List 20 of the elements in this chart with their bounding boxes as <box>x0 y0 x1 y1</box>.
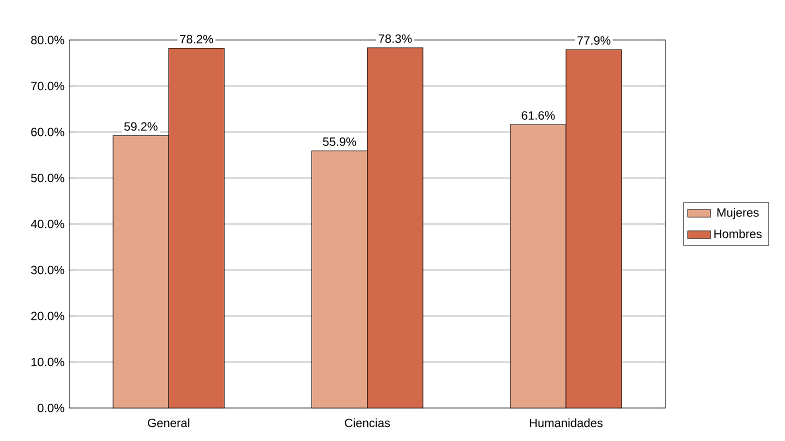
data-label: 55.9% <box>322 137 356 146</box>
data-label: 78.3% <box>378 34 412 43</box>
y-tick-label: 80.0% <box>31 36 64 44</box>
x-tick-label: Humanidades <box>530 418 603 428</box>
y-tick-label: 10.0% <box>32 358 64 366</box>
y-tick-label: 60.0% <box>31 128 64 136</box>
legend-label: Hombres <box>714 229 762 238</box>
data-label: 59.2% <box>124 122 158 131</box>
y-tick-label: 20.0% <box>31 312 64 320</box>
y-tick-label: 70.0% <box>31 82 64 90</box>
data-label: 61.6% <box>522 111 555 120</box>
x-tick-label: General <box>148 418 190 428</box>
x-tick-label: Ciencias <box>344 418 390 428</box>
y-tick-label: 0.0% <box>38 404 64 412</box>
y-tick-label: 30.0% <box>31 266 64 274</box>
data-label: 77.9% <box>577 36 610 45</box>
legend-label: Mujeres <box>717 208 759 220</box>
data-label: 78.2% <box>180 34 214 44</box>
y-tick-label: 50.0% <box>31 174 64 182</box>
y-tick-label: 40.0% <box>30 220 64 228</box>
